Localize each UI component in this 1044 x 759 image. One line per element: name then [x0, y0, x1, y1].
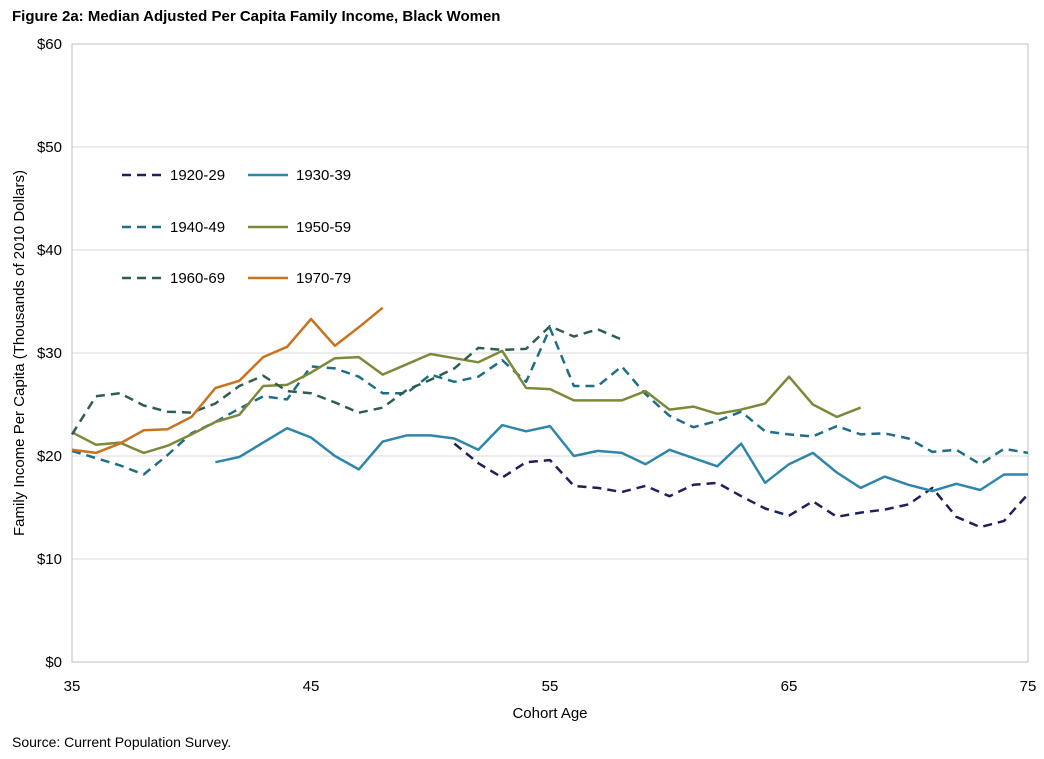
legend: 1920-29 1930-39 1940-49 1950-59 1960-69 1970-…: [122, 167, 351, 287]
x-axis-title: Cohort Age: [512, 705, 587, 722]
plot-area-frame: [71, 43, 1029, 663]
series-line-1940-49: [71, 327, 1029, 476]
y-tick-label: $10: [37, 551, 62, 568]
y-tick-label: $20: [37, 448, 62, 465]
x-tick-label: 75: [1020, 678, 1037, 695]
series-line-1970-79: [71, 306, 384, 455]
series-lines: [70, 306, 1029, 529]
y-tick-label: $40: [37, 242, 62, 259]
legend-label-1960-69: 1960-69: [170, 270, 225, 287]
series-line-1950-59: [71, 349, 862, 455]
y-tick-label: $50: [37, 139, 62, 156]
y-tick-label: $60: [37, 36, 62, 53]
figure-title: Figure 2a: Median Adjusted Per Capita Fa…: [12, 8, 501, 25]
series-line-1920-29: [453, 442, 1029, 529]
source-note: Source: Current Population Survey.: [12, 734, 232, 750]
series-line-1960-69: [70, 324, 623, 436]
legend-label-1970-79: 1970-79: [296, 270, 351, 287]
legend-label-1930-39: 1930-39: [296, 167, 351, 184]
x-tick-label: 65: [781, 678, 798, 695]
legend-label-1950-59: 1950-59: [296, 219, 351, 236]
legend-label-1920-29: 1920-29: [170, 167, 225, 184]
legend-label-1940-49: 1940-49: [170, 219, 225, 236]
x-tick-label: 45: [303, 678, 320, 695]
gridlines: [72, 146, 1028, 560]
x-axis-ticks: 35 45 55 65 75: [64, 678, 1037, 695]
y-axis-title: Family Income Per Capita (Thousands of 2…: [11, 170, 28, 536]
y-tick-label: $0: [45, 654, 62, 671]
series-line-1930-39: [215, 423, 1028, 493]
y-axis-ticks: $0 $10 $20 $30 $40 $50 $60: [37, 36, 62, 671]
x-tick-label: 35: [64, 678, 81, 695]
y-tick-label: $30: [37, 345, 62, 362]
x-tick-label: 55: [542, 678, 559, 695]
